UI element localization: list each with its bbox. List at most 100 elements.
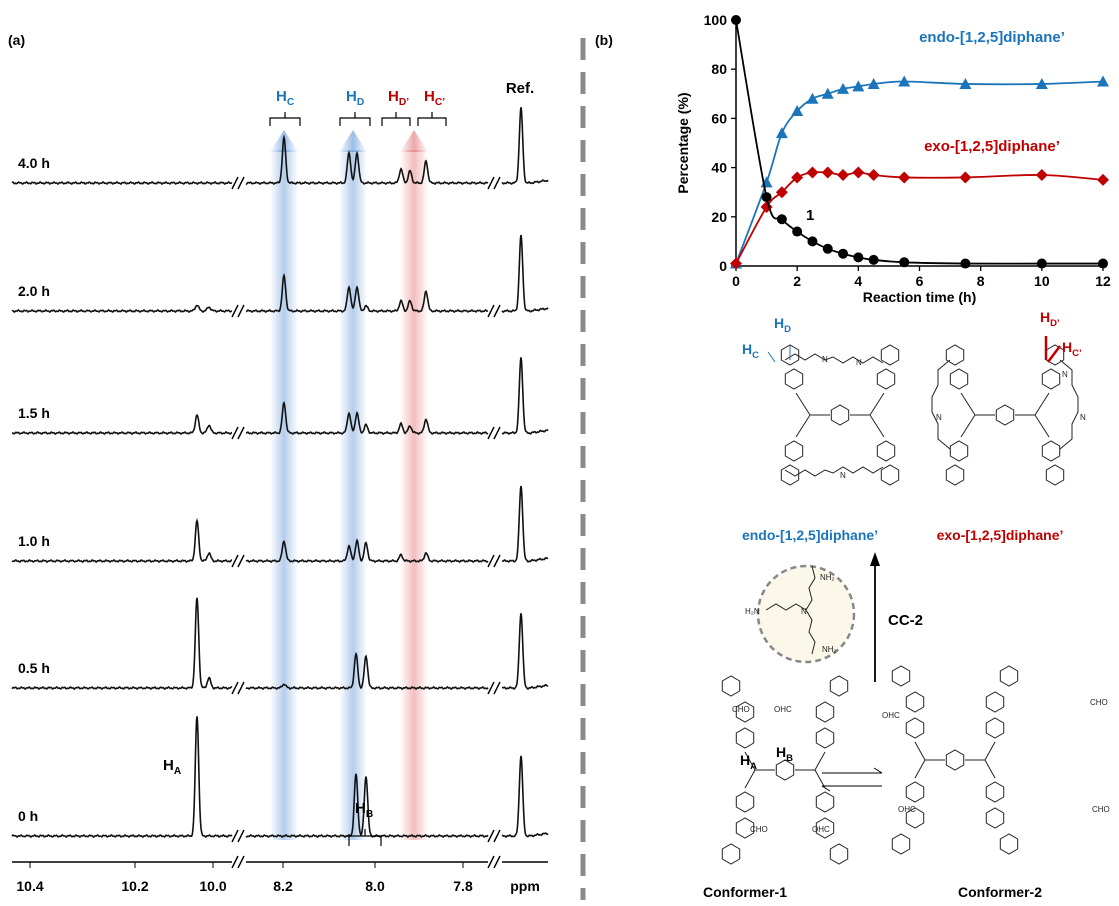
proton-label: HC’ [1062,339,1082,359]
atom-label: N [936,413,942,422]
x-tick-label: 6 [916,273,924,289]
point [899,257,910,268]
point [1035,168,1048,181]
chain [1059,359,1079,450]
chain [765,565,816,655]
spectrum [11,716,549,838]
spectrum [11,597,549,690]
ring [735,791,755,813]
proton-main: H [346,88,357,105]
highlight-band [339,150,367,840]
conformer-label: Conformer-2 [958,884,1042,900]
proton-label: HB [355,800,373,820]
proton-label: HB [776,744,793,764]
exo-name: exo-[1,2,5]diphane’ [937,527,1064,543]
proton-label: HD [774,315,791,335]
axis-break [487,855,495,869]
endo-name: endo-[1,2,5]diphane’ [742,527,878,543]
axis-break [487,681,495,695]
ring [949,440,969,462]
panel-label: (b) [595,32,613,48]
proton-main: H [1062,339,1072,355]
series-label: exo-[1,2,5]diphane’ [924,138,1060,155]
proton-sub: D [784,324,791,335]
time-label: 1.0 h [18,533,50,549]
ring [945,464,965,486]
arrow [1047,345,1061,363]
x-tick-label: 10.4 [16,878,43,894]
point [837,168,850,181]
ring [1041,368,1061,390]
axis-break [487,829,495,843]
bond [960,414,976,438]
point [807,236,818,247]
time-label: 0 h [18,808,38,824]
bond [795,392,811,416]
atom-label: NH₂ [820,573,835,582]
atom-label: N [822,355,828,364]
ring [905,807,925,829]
proton-main: H [276,88,287,105]
proton-label: HA [163,757,182,777]
y-tick-label: 40 [711,160,727,176]
reagent-label: CC-2 [888,612,923,629]
ring [876,440,896,462]
ring [815,817,835,839]
point [821,87,834,99]
bond [1034,392,1050,416]
atom-label: N [856,358,862,367]
bond [914,759,926,779]
axis-break [237,829,245,843]
ring [735,727,755,749]
point [867,168,880,181]
time-label: 0.5 h [18,660,50,676]
ring [985,717,1005,739]
ring [815,791,835,813]
proton-label: HD [346,88,364,108]
axis-break [231,681,239,695]
atom-label: N [840,471,846,480]
kinetics-chart: 0 20 40 60 80 100 0 2 4 6 8 10 12 Reaction time (h) Pe… [675,12,1111,305]
y-tick-label: 100 [704,12,728,28]
point [853,252,864,263]
ring [876,368,896,390]
axis-break [237,176,245,190]
chain [931,359,951,450]
point [791,105,804,117]
proton-sub: B [786,753,793,764]
time-label: 4.0 h [18,155,50,171]
ring [905,781,925,803]
proton-main: H [1040,309,1050,325]
point [821,166,834,179]
axis-unit: ppm [510,878,540,894]
point [1098,258,1108,269]
point [761,192,772,203]
axis-break [231,304,239,318]
x-tick-label: 10.0 [199,878,226,894]
proton-sub: C [287,97,295,108]
axis-break [493,829,501,843]
ring [775,759,795,781]
x-tick-label: 10.2 [121,878,148,894]
highlight-band [270,150,298,840]
panel-label: (a) [8,32,25,48]
proton-label: HA [740,752,757,772]
proton-sub: B [366,809,373,820]
ring [780,464,800,486]
proton-sub: C [752,350,759,361]
ring [945,344,965,366]
proton-main: H [424,88,435,105]
axis-break [237,304,245,318]
time-label: 1.5 h [18,405,50,421]
ring [905,717,925,739]
proton-main: H [388,88,399,105]
ring [815,727,835,749]
proton-sub: D’ [399,97,409,108]
ring [829,675,849,697]
bracket [417,112,447,126]
axis-break [493,426,501,440]
proton-label: HC [742,341,759,361]
x-tick-label: 8.0 [365,878,385,894]
y-tick-label: 80 [711,61,727,77]
